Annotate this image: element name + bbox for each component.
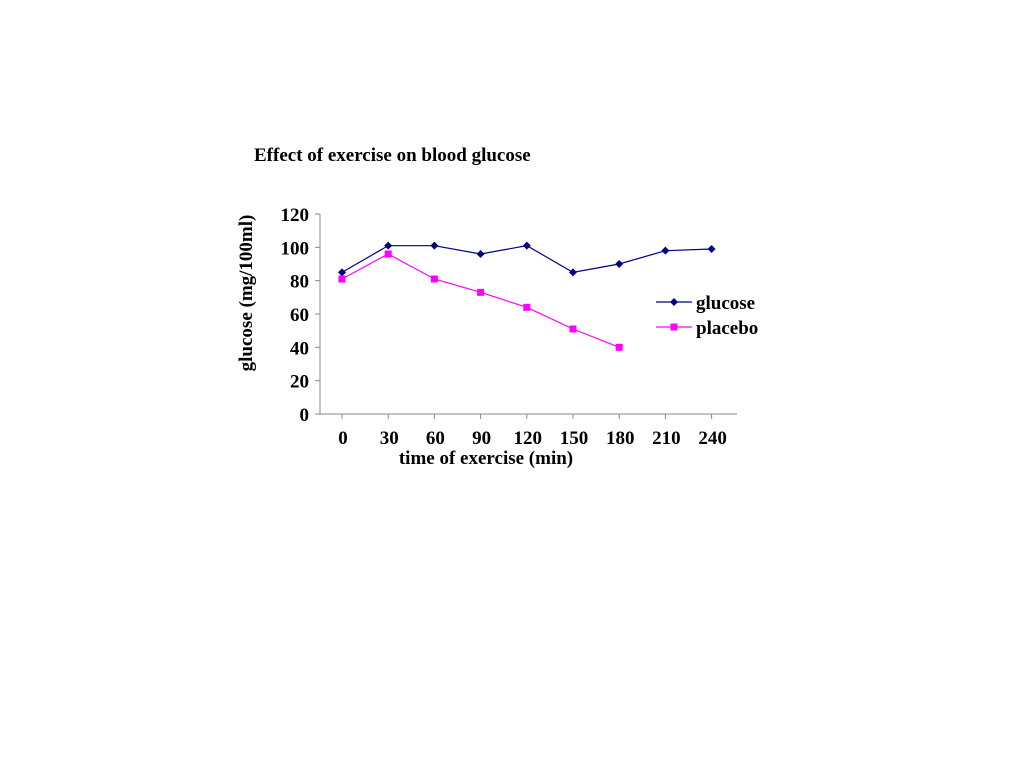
x-tick-label: 240 [698, 428, 727, 449]
data-point-placebo [523, 303, 531, 311]
x-tick-label: 60 [426, 428, 445, 449]
y-tick-label: 120 [281, 205, 310, 226]
data-point-glucose [569, 268, 577, 277]
chart-title: Effect of exercise on blood glucose [254, 145, 531, 166]
y-tick-label: 40 [290, 338, 309, 359]
data-point-placebo [569, 325, 577, 333]
data-point-placebo [430, 275, 438, 283]
axes [315, 213, 737, 419]
data-point-glucose [430, 241, 439, 250]
x-tick-label: 120 [514, 428, 543, 449]
data-point-glucose [384, 241, 393, 250]
legend-label: glucose [696, 293, 755, 314]
legend-item-glucose: glucose [656, 293, 755, 314]
y-tick-label: 20 [290, 372, 309, 393]
data-point-placebo [477, 288, 485, 296]
x-tick-label: 180 [606, 428, 635, 449]
legend-marker [670, 298, 678, 306]
y-tick-labels: 0 20 40 60 80 100 120 [281, 205, 310, 426]
x-tick-labels: 0 30 60 90 120 150 180 210 240 [338, 428, 727, 449]
series-line-placebo [341, 253, 620, 348]
data-point-glucose [522, 241, 531, 250]
x-tick-label: 0 [338, 428, 348, 449]
y-axis-label: glucose (mg/100ml) [236, 215, 257, 372]
x-tick-label: 30 [380, 428, 399, 449]
data-point-placebo [615, 343, 623, 351]
data-point-glucose [707, 245, 716, 253]
data-point-placebo [384, 250, 392, 258]
series-glucose [338, 241, 716, 277]
x-tick-label: 90 [472, 428, 491, 449]
legend-item-placebo: placebo [656, 318, 758, 339]
y-tick-label: 100 [281, 238, 310, 259]
data-point-placebo [338, 275, 346, 283]
series-group [338, 241, 716, 351]
y-tick-label: 0 [300, 405, 310, 426]
data-point-glucose [615, 260, 624, 268]
legend-label: placebo [696, 318, 758, 339]
y-tick-label: 60 [290, 305, 309, 326]
data-point-glucose [661, 246, 670, 255]
x-tick-label: 150 [560, 428, 589, 449]
data-point-glucose [338, 268, 346, 277]
series-placebo [338, 250, 623, 351]
x-axis-label: time of exercise (min) [399, 448, 573, 469]
legend-marker [670, 323, 678, 331]
data-point-glucose [476, 250, 485, 258]
x-tick-label: 210 [652, 428, 681, 449]
y-tick-label: 80 [290, 272, 309, 293]
legend: glucose placebo [656, 293, 758, 339]
